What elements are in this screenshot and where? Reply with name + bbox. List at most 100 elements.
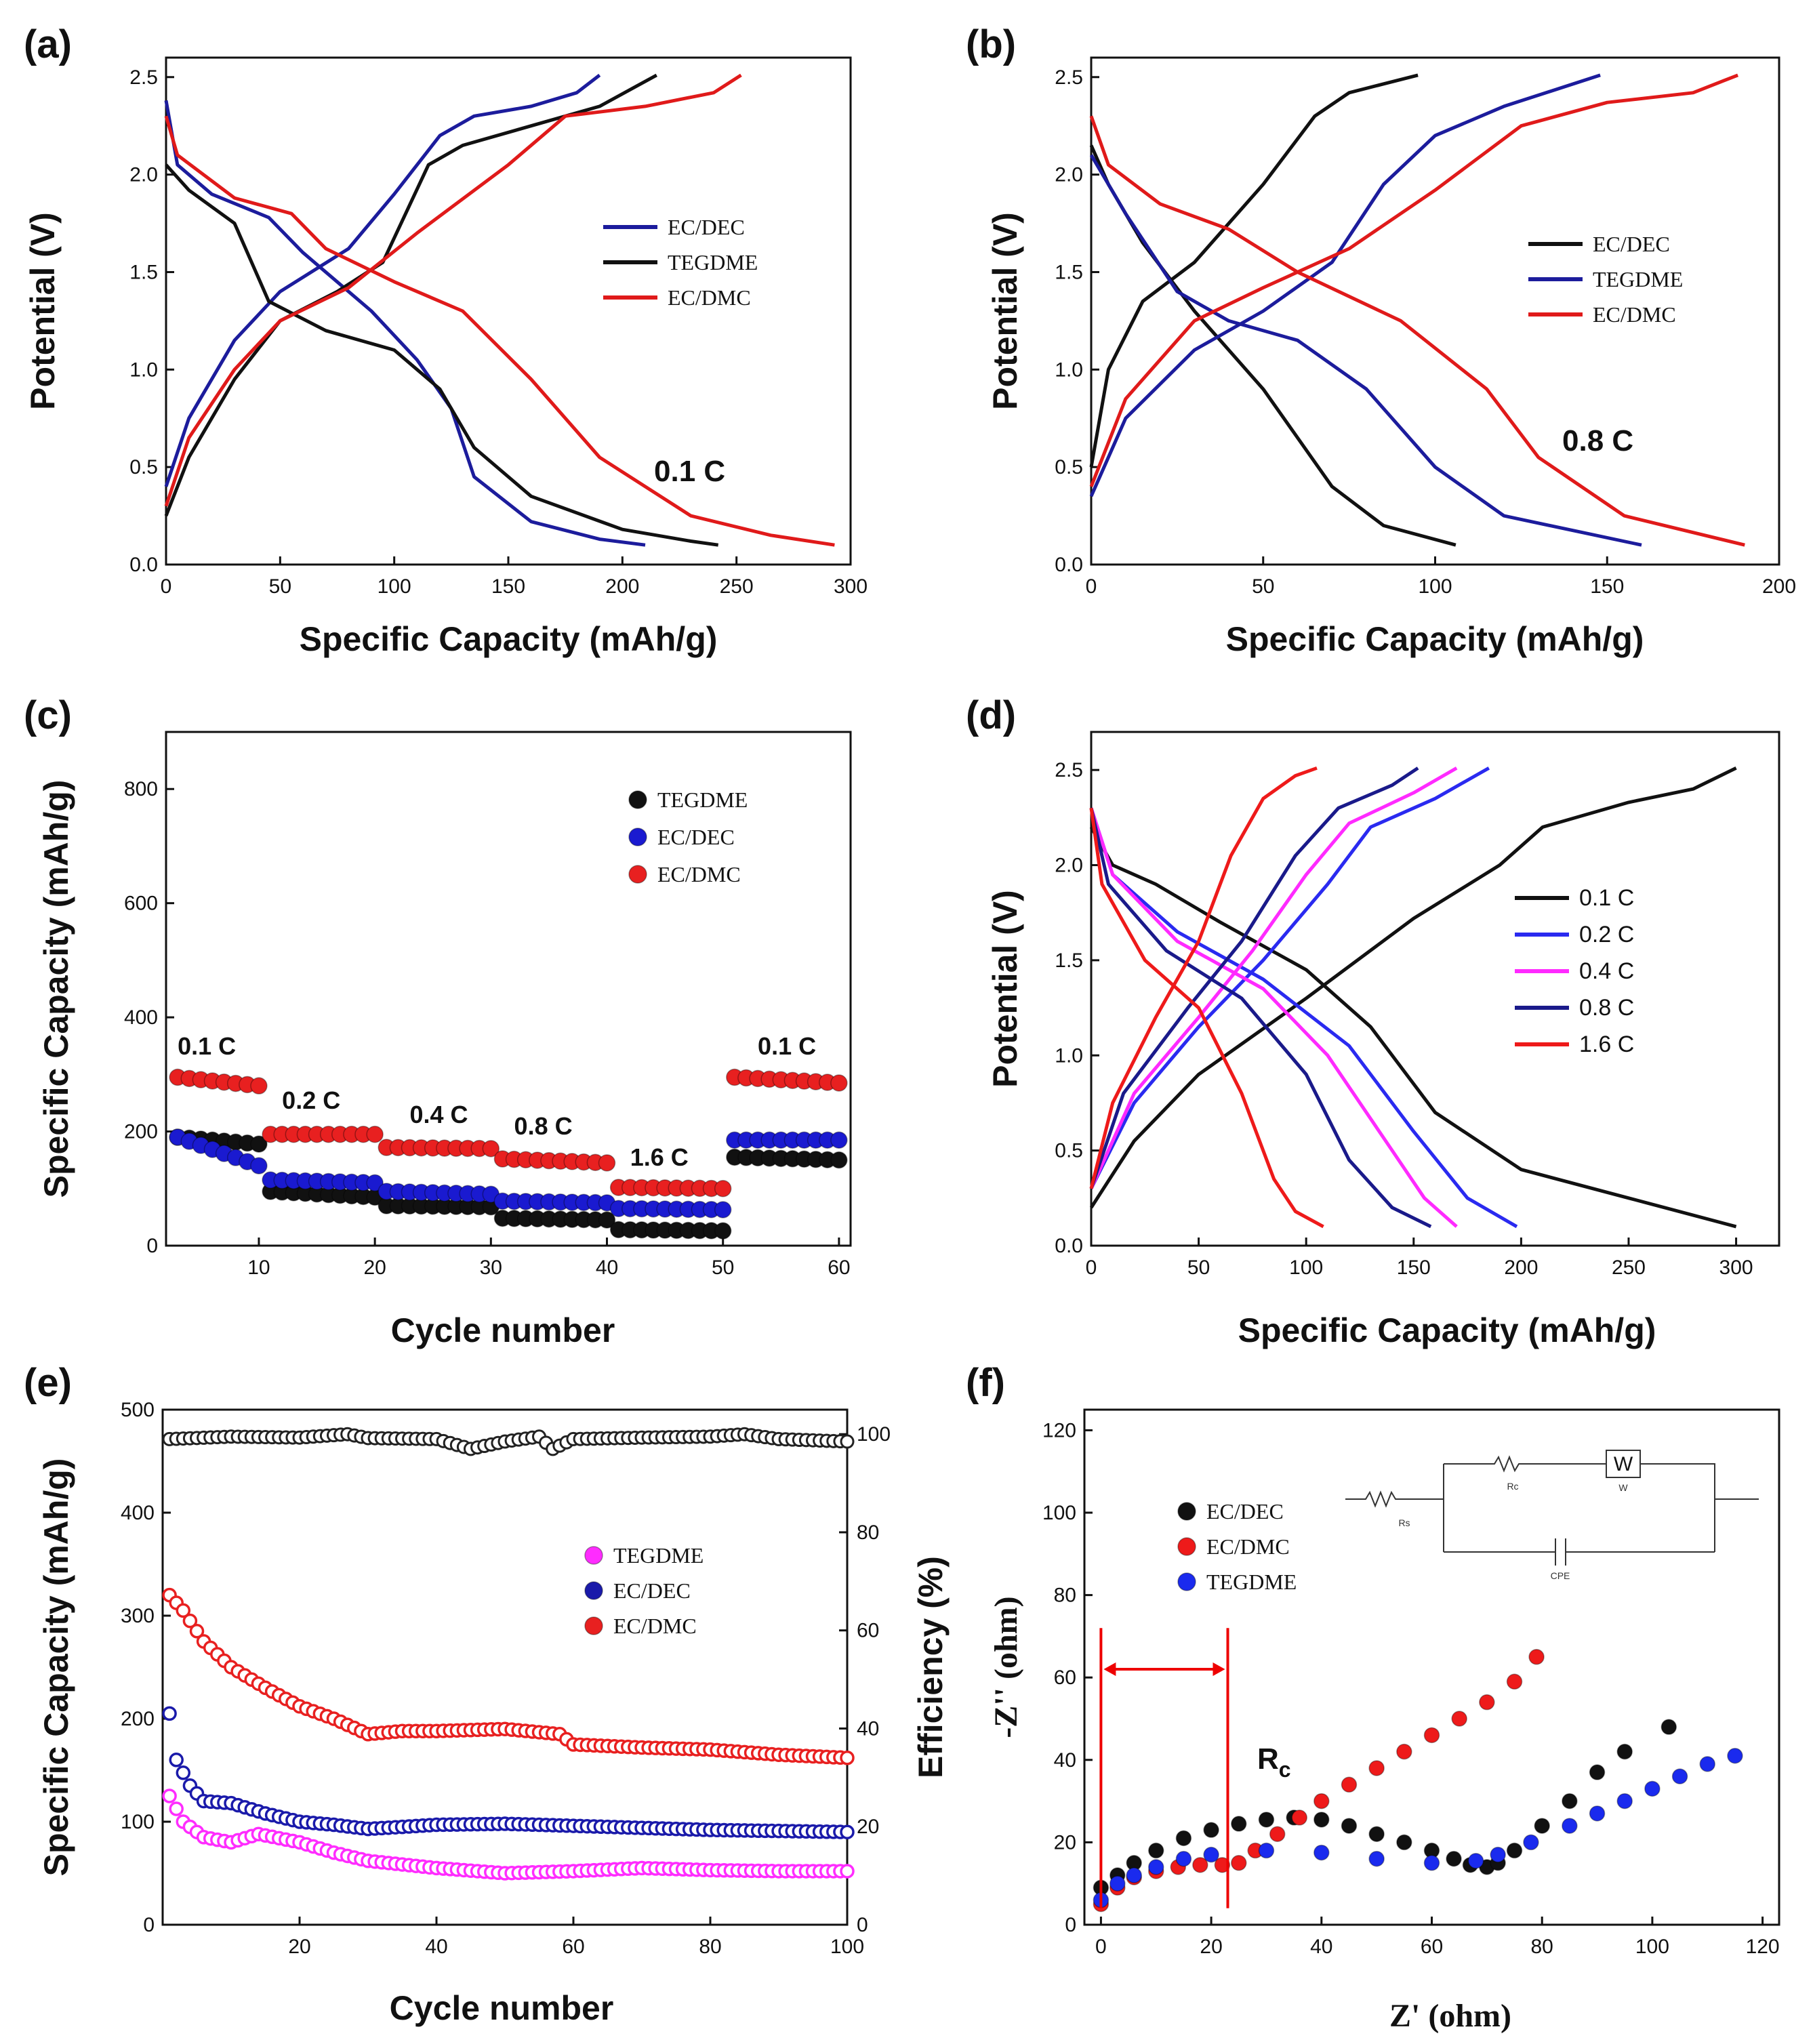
panel-e-capacity-point [176, 1765, 191, 1780]
panel-f-data-point [1562, 1818, 1578, 1834]
panel-f-data-point [1423, 1855, 1440, 1871]
panel-f-data-point [1727, 1747, 1743, 1764]
panel-f-legend-marker [1177, 1572, 1196, 1591]
panel-f-ytick-label: 40 [1054, 1749, 1076, 1772]
panel-f-rc-arrowhead-left [1103, 1662, 1116, 1677]
panel-f-equivalent-circuit: W Rc W Rs CPE [1345, 1450, 1759, 1581]
panel-f-data-point [1231, 1855, 1247, 1871]
panel-f-data-point [1534, 1818, 1550, 1834]
panel-a-charge-curve [164, 73, 601, 487]
panel-c-xlabel: Cycle number [391, 1311, 615, 1349]
panel-f-label: (f) [966, 1361, 1005, 1405]
panel-b-rate-annotation: 0.8 C [1562, 424, 1633, 457]
panel-c-xtick-label: 60 [828, 1256, 850, 1279]
panel-a-discharge-curve [164, 115, 835, 547]
panel-d-legend-label: 0.8 C [1579, 995, 1634, 1021]
panel-c-data-point [598, 1211, 616, 1229]
panel-d-legend-label: 1.6 C [1579, 1031, 1634, 1057]
panel-c-label: (c) [24, 693, 72, 737]
panel-c-xtick-label: 30 [480, 1256, 502, 1279]
panel-f-data-point [1616, 1793, 1633, 1810]
panel-c-legend-marker [628, 865, 647, 884]
panel-f-data-point [1699, 1756, 1715, 1772]
panel-f-data-point [1313, 1844, 1330, 1861]
panel-e-xlabel: Cycle number [390, 1989, 614, 2027]
panel-a-xtick-label: 100 [378, 575, 411, 598]
panel-c-ytick-label: 200 [124, 1121, 158, 1143]
panel-b-charge-curve [1089, 73, 1739, 487]
panel-d-label: (d) [966, 693, 1016, 737]
panel-f-data-point [1126, 1867, 1142, 1883]
panel-c-ylabel: Specific Capacity (mAh/g) [37, 780, 75, 1198]
panel-b-ytick-label: 2.5 [1055, 66, 1083, 89]
panel-c-data-point [250, 1077, 268, 1095]
panel-b-xtick-label: 0 [1086, 575, 1097, 598]
panel-f-data-point [1528, 1649, 1545, 1665]
panel-f-data-point [1203, 1822, 1219, 1838]
panel-b-ylabel: Potential (V) [986, 212, 1024, 410]
panel-f-data-point [1446, 1850, 1462, 1867]
panel-c-rate-label: 0.8 C [514, 1112, 573, 1140]
panel-c-data-point [250, 1135, 268, 1153]
panel-a-ylabel: Potential (V) [24, 212, 62, 410]
panel-a-xlabel: Specific Capacity (mAh/g) [300, 620, 718, 658]
panel-f-data-point [1258, 1842, 1275, 1859]
panel-e-y2tick-label: 80 [857, 1521, 879, 1544]
panel-d-xtick-label: 200 [1504, 1256, 1538, 1279]
panel-e-y2tick-label: 20 [857, 1816, 879, 1838]
panel-e-frame [161, 1408, 849, 1926]
panel-a-xtick-label: 200 [605, 575, 639, 598]
circuit-wiring [1443, 1455, 1759, 1553]
panel-a-ytick-label: 2.5 [129, 66, 158, 89]
panel-f-data-point [1109, 1875, 1126, 1892]
panel-f-ylabel: -Z'' (ohm) [988, 1596, 1024, 1738]
panel-e-capacity-point [169, 1753, 184, 1767]
panel-a-discharge-curve [165, 163, 719, 547]
panel-e-capacity-point [162, 1788, 177, 1803]
panel-c-rate-label: 1.6 C [630, 1143, 689, 1171]
panel-d-charge-curve [1089, 766, 1490, 1189]
panel-f-xtick-label: 80 [1531, 1936, 1553, 1958]
panel-e-ytick-label: 200 [121, 1708, 155, 1730]
panel-f-xtick-label: 40 [1310, 1936, 1332, 1958]
panel-f-data-point [1269, 1826, 1286, 1842]
panel-c-data-point [714, 1222, 732, 1240]
circuit-cpe-label: CPE [1551, 1570, 1570, 1581]
panel-f-data-point [1396, 1743, 1412, 1760]
panel-f-xtick-label: 0 [1095, 1936, 1107, 1958]
panel-a-discharge-curve [164, 100, 646, 547]
panel-f-data-point [1479, 1694, 1495, 1711]
panel-c-data-point [830, 1151, 848, 1169]
panel-f-data-point [1661, 1719, 1677, 1735]
panel-e-efficiency-point [840, 1434, 855, 1449]
panel-c-data-point [830, 1074, 848, 1092]
panel-a-xtick-label: 250 [720, 575, 754, 598]
panel-d-xtick-label: 250 [1612, 1256, 1646, 1279]
panel-f-ytick-label: 20 [1054, 1831, 1076, 1854]
panel-d-charge-curve [1089, 766, 1737, 1209]
panel-e-xtick-label: 40 [425, 1936, 447, 1958]
panel-b-legend-label: EC/DEC [1593, 232, 1670, 256]
panel-f-data-point [1231, 1816, 1247, 1832]
panel-c-data-point [366, 1174, 384, 1192]
panel-d-xtick-label: 50 [1187, 1256, 1210, 1279]
panel-b-xtick-label: 150 [1590, 575, 1624, 598]
panel-e-legend-label: EC/DEC [613, 1578, 691, 1603]
panel-a-ytick-label: 1.5 [129, 261, 158, 283]
panel-f-rc-arrowhead-right [1213, 1662, 1225, 1677]
circuit-rc-label: Rc [1507, 1481, 1518, 1492]
panel-c-legend-label: EC/DMC [657, 862, 741, 886]
panel-f-data-point [1589, 1764, 1606, 1780]
panel-b-xlabel: Specific Capacity (mAh/g) [1226, 620, 1644, 658]
panel-e-capacity-point [176, 1603, 191, 1618]
panel-e-capacity-point [840, 1751, 855, 1765]
panel-b-charge-curve [1089, 73, 1419, 468]
panel-c-rate-label: 0.2 C [282, 1086, 340, 1114]
panel-c-data-point [250, 1157, 268, 1174]
panel-d-xtick-label: 0 [1086, 1256, 1097, 1279]
panel-e-capacity-point [840, 1864, 855, 1879]
panel-a-charge-curve [164, 73, 657, 517]
panel-f-rc-annotation: Rc [1257, 1742, 1291, 1782]
panel-e-y2tick-label: 40 [857, 1717, 879, 1740]
panel-e-capacity-point [169, 1801, 184, 1816]
